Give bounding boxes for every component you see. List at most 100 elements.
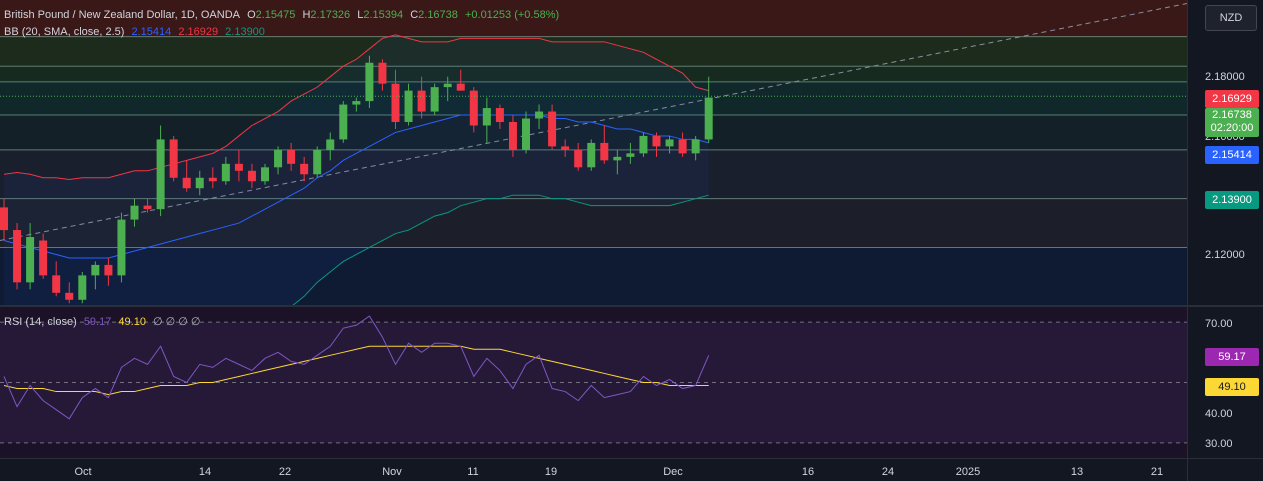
rsi-tick: 40.00 [1205, 408, 1233, 420]
candle-body [548, 111, 557, 147]
candle-body [261, 167, 269, 182]
last-price: 2.16738 [1212, 109, 1252, 121]
candle-body [13, 230, 22, 283]
candle-body [156, 139, 165, 210]
date-tick: 24 [882, 466, 894, 478]
rsi-label: RSI (14, close) [4, 316, 77, 328]
candle-body [652, 135, 661, 147]
rsi-tick: 30.00 [1205, 438, 1233, 450]
candle-body [352, 101, 361, 105]
last-price-tag: 2.16738 02:20:00 [1205, 108, 1259, 137]
date-tick: 11 [467, 466, 478, 478]
candle-body [365, 62, 374, 102]
bb-basis-value: 2.15414 [131, 26, 172, 38]
price-tick: 2.18000 [1205, 71, 1245, 83]
rsi-extra-values: ∅ ∅ ∅ ∅ [153, 316, 201, 328]
candle-body [326, 139, 335, 150]
candle-body [26, 237, 35, 283]
candle-body [469, 90, 478, 126]
candle-body [78, 275, 87, 300]
price-zone [0, 81, 1187, 116]
price-zone [0, 247, 1187, 305]
bb-upper-price-tag: 2.16929 [1205, 90, 1259, 108]
candle-body [482, 108, 491, 126]
candle-body [600, 142, 609, 161]
bb-basis-price-tag: 2.15414 [1205, 146, 1259, 164]
candle-body [626, 153, 635, 157]
symbol-title: British Pound / New Zealand Dollar, 1D, … [4, 9, 240, 21]
change-value: +0.01253 (+0.58%) [464, 9, 560, 21]
rsi-ma-line [3, 345, 709, 396]
date-tick: Dec [663, 466, 683, 478]
close-value: 2.16738 [418, 9, 458, 21]
candle-body [247, 170, 256, 182]
date-tick: 14 [199, 466, 211, 478]
date-tick: 21 [1151, 466, 1163, 478]
bb-legend[interactable]: BB (20, SMA, close, 2.5) 2.15414 2.16929… [4, 26, 269, 38]
candle-body [522, 118, 530, 150]
open-value: 2.15475 [255, 9, 296, 21]
candle-body [508, 122, 517, 150]
symbol-legend: British Pound / New Zealand Dollar, 1D, … [4, 9, 560, 21]
candle-body [117, 219, 126, 276]
candle-body [417, 90, 426, 112]
date-tick: 19 [545, 466, 557, 478]
candle-body [678, 139, 687, 154]
rsi-line [3, 315, 710, 420]
bb-lower-value: 2.13900 [225, 26, 265, 38]
candle-body [587, 142, 596, 168]
candle-body [104, 264, 113, 276]
candle-body [574, 149, 583, 168]
date-tick: 16 [802, 466, 814, 478]
candle-body [339, 104, 348, 140]
candle-body [52, 275, 61, 293]
trend-line [0, 2, 1188, 242]
candle-body [274, 149, 283, 168]
candle-body [443, 83, 452, 88]
rsi-ma-value: 49.10 [118, 316, 146, 328]
candle-body [704, 97, 713, 140]
candle-body [91, 264, 100, 276]
bb-upper-value: 2.16929 [178, 26, 219, 38]
candle-body [404, 90, 413, 122]
candle-body [195, 177, 204, 189]
candle-body [65, 292, 74, 300]
candle-body [182, 177, 191, 189]
date-tick: 22 [279, 466, 291, 478]
price-zone [0, 66, 1187, 82]
candle-body [169, 139, 178, 178]
candle-body [665, 139, 674, 147]
price-tick: 2.12000 [1205, 249, 1245, 261]
date-tick: 2025 [956, 466, 980, 478]
bb-fill [4, 34, 709, 339]
candle-body [391, 83, 400, 122]
candle-body [208, 177, 217, 182]
rsi-ma-price-tag: 49.10 [1205, 378, 1259, 396]
candle-body [234, 163, 243, 171]
candle-body [0, 207, 8, 231]
bb-lower-price-tag: 2.13900 [1205, 191, 1259, 209]
candle-body [287, 149, 296, 164]
candle-body [430, 87, 439, 112]
rsi-value: 59.17 [83, 316, 112, 328]
date-tick: 13 [1071, 466, 1083, 478]
currency-button[interactable]: NZD [1205, 5, 1257, 31]
candle-body [39, 240, 48, 276]
low-value: 2.15394 [363, 9, 404, 21]
bb-label: BB (20, SMA, close, 2.5) [4, 26, 125, 38]
date-tick: Oct [74, 466, 91, 478]
rsi-legend[interactable]: RSI (14, close) 59.17 49.10 ∅ ∅ ∅ ∅ [4, 315, 205, 328]
rsi-price-tag: 59.17 [1205, 348, 1259, 366]
candle-body [561, 146, 570, 150]
bar-countdown: 02:20:00 [1210, 122, 1254, 134]
candle-body [613, 156, 622, 161]
pane-separator [0, 305, 1263, 307]
candle-body [143, 205, 152, 210]
candle-body [378, 62, 387, 84]
candle-body [300, 163, 309, 175]
price-zone [0, 0, 1187, 37]
candle-body [535, 111, 544, 119]
candle-body [495, 108, 504, 122]
candle-body [639, 135, 648, 154]
